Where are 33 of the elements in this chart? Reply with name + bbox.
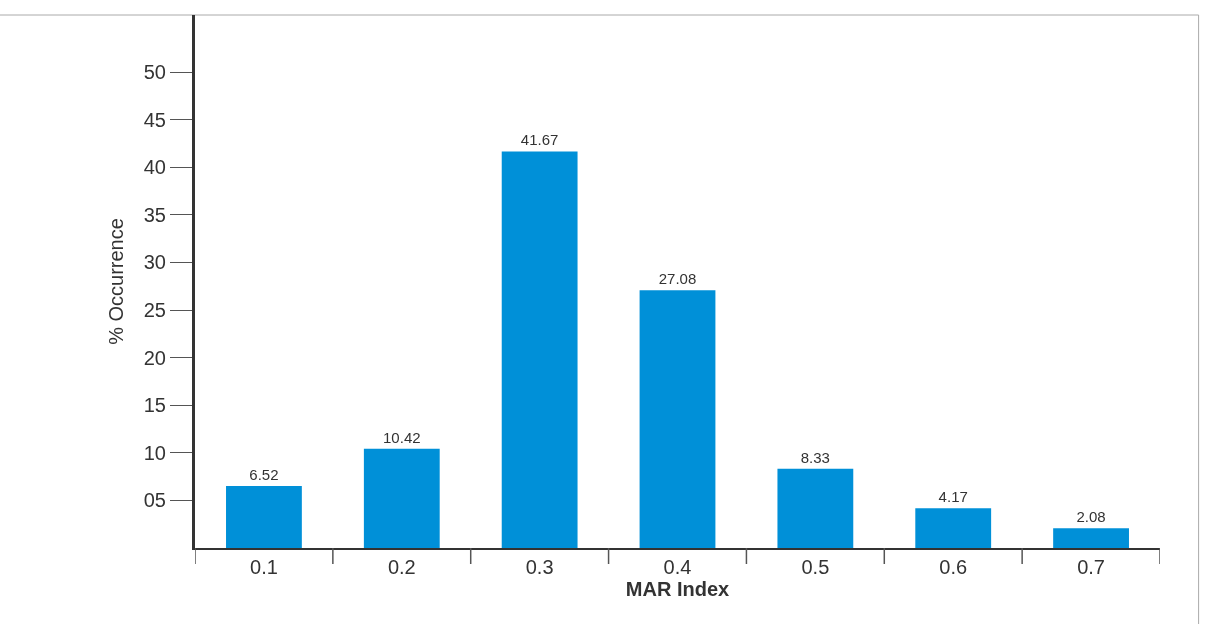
- y-tick-label: 40: [143, 156, 166, 179]
- y-tick-label: 30: [143, 251, 166, 274]
- data-label: 4.17: [938, 488, 968, 506]
- y-tick-label: 35: [143, 203, 166, 226]
- x-tick-label: 0.4: [663, 556, 692, 578]
- data-label: 2.08: [1076, 508, 1106, 526]
- data-label: 6.52: [249, 465, 279, 483]
- bar: [915, 508, 992, 548]
- y-tick-label: 25: [143, 299, 166, 322]
- bar: [1053, 528, 1129, 548]
- x-tick-label: 0.2: [387, 556, 416, 578]
- y-tick-label: 45: [143, 108, 166, 131]
- x-axis-title: MAR Index: [625, 578, 730, 600]
- y-tick-label: 05: [143, 489, 166, 512]
- data-label: 8.33: [800, 448, 830, 466]
- x-tick-label: 0.6: [939, 556, 968, 578]
- x-tick-label: 0.7: [1077, 556, 1105, 578]
- x-tick-label: 0.1: [250, 556, 278, 578]
- x-tick-label: 0.5: [801, 556, 830, 578]
- bar: [226, 485, 302, 548]
- y-tick-label: 10: [143, 441, 166, 464]
- y-tick-label: 50: [143, 61, 166, 84]
- bar: [363, 448, 440, 548]
- y-tick-label: 20: [143, 346, 166, 369]
- data-label: 27.08: [658, 270, 697, 288]
- data-label: 10.42: [383, 428, 421, 446]
- bar: [639, 290, 716, 548]
- y-tick-label: 15: [143, 394, 166, 417]
- data-label: 41.67: [520, 131, 559, 149]
- bar: [501, 151, 578, 548]
- y-axis-title: % Occurrence: [105, 218, 128, 345]
- bar: [777, 468, 854, 548]
- x-tick-label: 0.3: [525, 556, 554, 578]
